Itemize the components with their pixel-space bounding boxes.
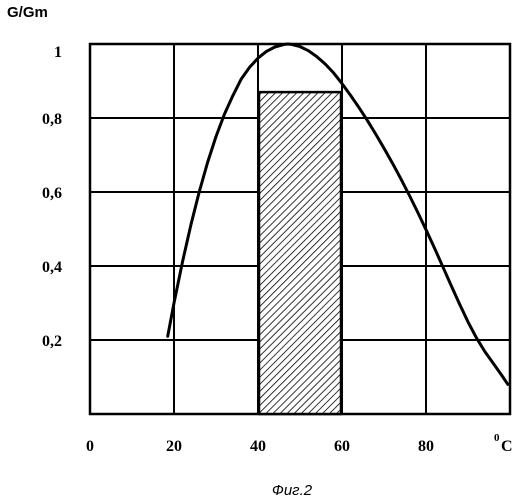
x-unit-superscript: 0	[494, 432, 500, 444]
figure-caption: Фиг.2	[272, 482, 313, 499]
y-axis-label: G/Gm	[7, 4, 48, 21]
x-tick-labels: 0 20 40 60 80	[86, 438, 434, 455]
x-tick-label-4: 80	[418, 438, 434, 455]
y-tick-label-1: 0,4	[42, 259, 62, 276]
y-tick-label-2: 0,6	[42, 185, 62, 202]
x-tick-label-1: 20	[166, 438, 182, 455]
x-tick-label-0: 0	[86, 438, 94, 455]
x-tick-label-2: 40	[250, 438, 266, 455]
y-tick-labels: 0,2 0,4 0,6 0,8 1	[42, 44, 62, 350]
y-tick-label-4: 1	[54, 44, 62, 61]
x-tick-label-3: 60	[334, 438, 350, 455]
y-tick-label-0: 0,2	[42, 333, 62, 350]
hatched-range-band	[259, 92, 341, 414]
shaded-band-layer	[259, 92, 341, 414]
x-unit-label: C	[501, 438, 513, 455]
y-tick-label-3: 0,8	[42, 111, 62, 128]
